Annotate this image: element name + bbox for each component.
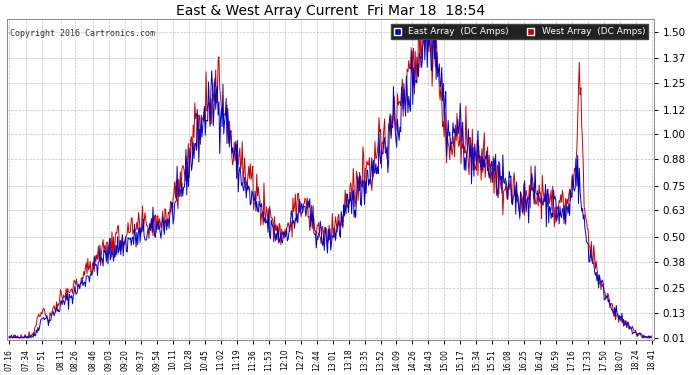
West Array  (DC Amps) [415,29,424,34]
West Array  (DC Amps) [5,335,13,340]
Line: West Array  (DC Amps): West Array (DC Amps) [9,32,651,338]
East Array  (DC Amps) [396,125,404,129]
East Array  (DC Amps) [6,336,14,340]
Legend: East Array  (DC Amps), West Array  (DC Amps): East Array (DC Amps), West Array (DC Amp… [391,24,648,39]
East Array  (DC Amps) [5,334,13,339]
West Array  (DC Amps) [494,165,502,170]
West Array  (DC Amps) [647,334,655,338]
East Array  (DC Amps) [379,152,387,156]
West Array  (DC Amps) [560,222,568,226]
Text: Copyright 2016 Cartronics.com: Copyright 2016 Cartronics.com [10,29,155,38]
West Array  (DC Amps) [416,65,424,70]
West Array  (DC Amps) [379,141,387,146]
East Array  (DC Amps) [45,318,53,322]
East Array  (DC Amps) [494,195,502,200]
West Array  (DC Amps) [396,99,404,104]
East Array  (DC Amps) [560,217,568,222]
East Array  (DC Amps) [647,336,655,340]
East Array  (DC Amps) [415,51,424,56]
East Array  (DC Amps) [419,29,427,34]
Line: East Array  (DC Amps): East Array (DC Amps) [9,32,651,338]
West Array  (DC Amps) [45,320,53,324]
West Array  (DC Amps) [6,336,14,340]
Title: East & West Array Current  Fri Mar 18  18:54: East & West Array Current Fri Mar 18 18:… [176,4,485,18]
